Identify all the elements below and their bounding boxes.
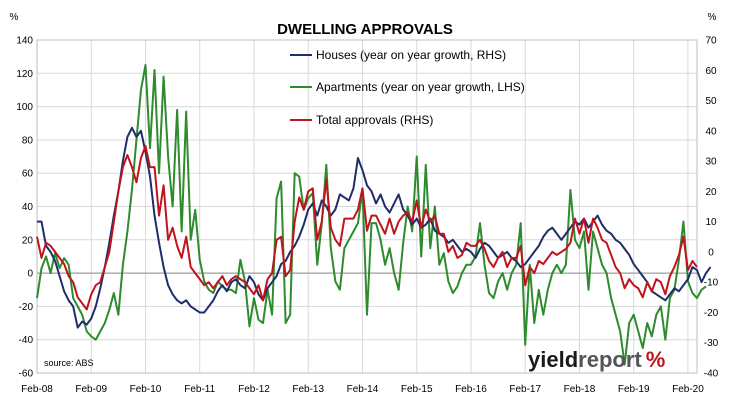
x-axis-tick-label: Feb-13	[292, 384, 324, 395]
left-axis-tick-label: -60	[19, 369, 34, 380]
right-axis-tick-label: 30	[705, 157, 717, 168]
brand-logo-percent: %	[646, 347, 666, 372]
chart-title: DWELLING APPROVALS	[277, 21, 453, 38]
x-axis-tick-label: Feb-15	[401, 384, 433, 395]
plot-area-border	[36, 39, 698, 374]
left-axis-tick-label: 100	[16, 102, 33, 113]
right-axis-tick-label: 50	[705, 96, 717, 107]
right-axis-tick-label: 70	[705, 36, 717, 47]
legend-label-houses: Houses (year on year growth, RHS)	[316, 48, 506, 62]
x-axis-tick-label: Feb-16	[455, 384, 487, 395]
left-axis-tick-label: -20	[19, 302, 34, 313]
left-axis-tick-label: 80	[22, 135, 34, 146]
brand-logo-text: yieldreport%	[528, 347, 665, 372]
x-axis-tick-label: Feb-10	[130, 384, 162, 395]
legend: Houses (year on year growth, RHS) Apartme…	[290, 48, 525, 127]
series-line-apartments	[36, 63, 707, 366]
x-axis-tick-label: Feb-18	[564, 384, 596, 395]
left-axis-tick-label: 140	[16, 36, 33, 47]
right-axis-tick-label: 60	[705, 66, 717, 77]
right-axis-tick-label: -20	[704, 308, 719, 319]
left-axis-tick-label: 120	[16, 69, 33, 80]
x-axis-tick-label: Feb-08	[21, 384, 53, 395]
x-axis-tick-label: Feb-14	[347, 384, 379, 395]
right-axis-tick-label: -40	[704, 369, 719, 380]
x-axis-tick-label: Feb-09	[75, 384, 107, 395]
left-axis-tick-label: 20	[22, 235, 34, 246]
right-axis-tick-label: 20	[705, 187, 717, 198]
series-lines	[36, 63, 712, 366]
legend-label-total: Total approvals (RHS)	[316, 113, 433, 127]
left-axis-tick-label: 40	[22, 202, 34, 213]
brand-logo-part2: report	[578, 347, 642, 372]
right-axis-tick-label: -30	[704, 338, 719, 349]
right-axis-unit: %	[708, 12, 717, 23]
right-axis-tick-label: 0	[708, 247, 714, 258]
legend-label-apartments: Apartments (year on year growth, LHS)	[316, 80, 525, 94]
left-axis-tick-label: 0	[27, 269, 33, 280]
series-line-houses	[37, 126, 712, 329]
x-axis-tick-label: Feb-19	[618, 384, 650, 395]
left-axis-tick-label: 60	[22, 169, 34, 180]
x-axis-tick-label: Feb-12	[238, 384, 270, 395]
axes: 140120100806040200-20-40-607060504030201…	[16, 36, 718, 396]
brand-logo-part1: yield	[528, 347, 578, 372]
right-axis-tick-label: 10	[705, 217, 717, 228]
x-axis-tick-label: Feb-20	[672, 384, 704, 395]
source-note: source: ABS	[44, 358, 94, 368]
x-axis-tick-label: Feb-11	[184, 384, 215, 395]
left-axis-tick-label: -40	[19, 335, 34, 346]
right-axis-tick-label: 40	[705, 126, 717, 137]
left-axis-unit: %	[10, 12, 19, 23]
right-axis-tick-label: -10	[704, 278, 719, 289]
x-axis-tick-label: Feb-17	[509, 384, 541, 395]
brand-logo: yieldreport%	[528, 347, 665, 372]
series-line-total	[36, 144, 698, 311]
